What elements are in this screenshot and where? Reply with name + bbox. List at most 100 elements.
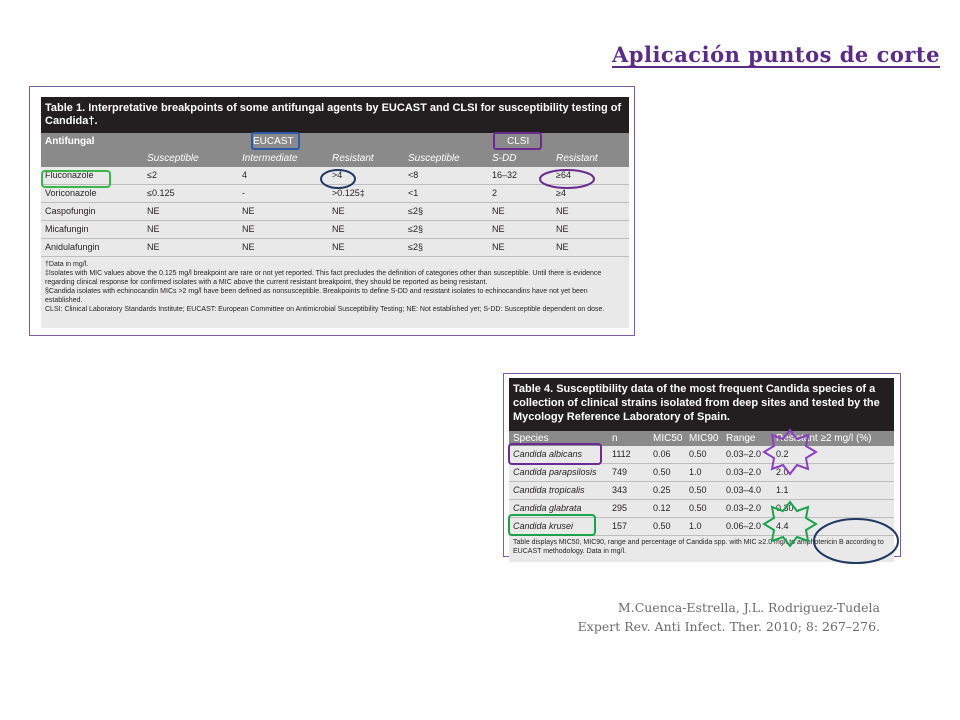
note: §Candida isolates with echinocandin MICs… bbox=[45, 288, 588, 304]
table-row: Voriconazole ≤0.125 - >0.125‡ <1 2 ≥4 bbox=[41, 185, 629, 203]
table4-header: Species n MIC50 MIC90 Range Resistant ≥2… bbox=[509, 431, 894, 446]
cell-n: 1112 bbox=[612, 449, 631, 459]
cell-eucast-susceptible: ≤2 bbox=[147, 170, 157, 180]
cell-antifungal: Fluconazole bbox=[45, 170, 94, 180]
cell-range: 0.03–4.0 bbox=[726, 485, 762, 495]
sub-clsi-r: Resistant bbox=[556, 153, 598, 164]
cell-clsi-susceptible: ≤2§ bbox=[408, 242, 423, 252]
hdr-resistant: Resistant ≥2 mg/l (%) bbox=[776, 433, 872, 444]
cell-eucast-resistant: NE bbox=[332, 224, 345, 234]
table-row: Candida glabrata 295 0.12 0.50 0.03–2.0 0.30 bbox=[509, 500, 894, 518]
cell-clsi-sdd: 2 bbox=[492, 188, 498, 198]
table1-notes: †Data in mg/l. ‡Isolates with MIC values… bbox=[41, 257, 629, 328]
sub-clsi-sdd: S-DD bbox=[492, 153, 517, 164]
table1: Table 1. Interpretative breakpoints of s… bbox=[41, 97, 629, 328]
cell-eucast-intermediate: NE bbox=[242, 224, 255, 234]
table-row: Anidulafungin NE NE NE ≤2§ NE NE bbox=[41, 239, 629, 257]
cell-resistant: 0.30 bbox=[776, 503, 794, 513]
cell-n: 157 bbox=[612, 521, 628, 531]
group-eucast: EUCAST bbox=[253, 136, 294, 147]
cell-range: 0.03–2.0 bbox=[726, 467, 762, 477]
cell-mic50: 0.12 bbox=[653, 503, 671, 513]
cell-mic90: 0.50 bbox=[689, 449, 707, 459]
cell-mic50: 0.50 bbox=[653, 467, 671, 477]
slide-title: Aplicación puntos de corte bbox=[611, 42, 940, 67]
cell-clsi-sdd: NE bbox=[492, 206, 505, 216]
cell-eucast-susceptible: NE bbox=[147, 242, 160, 252]
cell-mic50: 0.25 bbox=[653, 485, 671, 495]
cell-mic90: 1.0 bbox=[689, 467, 702, 477]
table1-subheader: Susceptible Intermediate Resistant Susce… bbox=[41, 150, 629, 167]
cell-clsi-resistant: ≥4 bbox=[556, 188, 566, 198]
cell-n: 295 bbox=[612, 503, 628, 513]
cell-eucast-susceptible: NE bbox=[147, 224, 160, 234]
citation-authors: M.Cuenca-Estrella, J.L. Rodriguez-Tudela bbox=[617, 600, 880, 615]
cell-resistant: 1.1 bbox=[776, 485, 789, 495]
cell-eucast-resistant: >4 bbox=[332, 170, 343, 180]
cell-range: 0.06–2.0 bbox=[726, 521, 762, 531]
cell-clsi-sdd: 16–32 bbox=[492, 170, 518, 180]
cell-eucast-intermediate: NE bbox=[242, 242, 255, 252]
cell-species: Candida glabrata bbox=[513, 503, 582, 513]
cell-resistant: 2.0 bbox=[776, 467, 789, 477]
cell-clsi-resistant: ≥64 bbox=[556, 170, 571, 180]
cell-n: 343 bbox=[612, 485, 628, 495]
cell-eucast-resistant: NE bbox=[332, 242, 345, 252]
cell-resistant: 0.2 bbox=[776, 449, 789, 459]
table-row: Candida albicans 1112 0.06 0.50 0.03–2.0 0.2 bbox=[509, 446, 894, 464]
cell-antifungal: Voriconazole bbox=[45, 188, 97, 198]
cell-mic90: 0.50 bbox=[689, 503, 707, 513]
table-row: Candida tropicalis 343 0.25 0.50 0.03–4.0 1.1 bbox=[509, 482, 894, 500]
hdr-mic90: MIC90 bbox=[689, 433, 719, 444]
sub-eucast-r: Resistant bbox=[332, 153, 374, 164]
cell-eucast-intermediate: NE bbox=[242, 206, 255, 216]
table4-title: Table 4. Susceptibility data of the most… bbox=[509, 378, 894, 431]
group-clsi: CLSI bbox=[507, 136, 530, 147]
cell-clsi-resistant: NE bbox=[556, 224, 569, 234]
cell-eucast-susceptible: NE bbox=[147, 206, 160, 216]
table-row: Fluconazole ≤2 4 >4 <8 16–32 ≥64 bbox=[41, 167, 629, 185]
cell-range: 0.03–2.0 bbox=[726, 503, 762, 513]
table4: Table 4. Susceptibility data of the most… bbox=[509, 378, 894, 562]
cell-species: Candida parapsilosis bbox=[513, 467, 597, 477]
note: ‡Isolates with MIC values above the 0.12… bbox=[45, 270, 602, 286]
cell-species: Candida tropicalis bbox=[513, 485, 585, 495]
cell-antifungal: Micafungin bbox=[45, 224, 89, 234]
cell-eucast-resistant: >0.125‡ bbox=[332, 188, 365, 198]
cell-n: 749 bbox=[612, 467, 628, 477]
cell-clsi-susceptible: ≤2§ bbox=[408, 206, 423, 216]
cell-clsi-sdd: NE bbox=[492, 242, 505, 252]
cell-clsi-susceptible: <1 bbox=[408, 188, 419, 198]
table1-title: Table 1. Interpretative breakpoints of s… bbox=[41, 97, 629, 133]
table-row: Micafungin NE NE NE ≤2§ NE NE bbox=[41, 221, 629, 239]
cell-antifungal: Caspofungin bbox=[45, 206, 96, 216]
hdr-species: Species bbox=[513, 433, 549, 444]
table-row: Candida parapsilosis 749 0.50 1.0 0.03–2.0 2.… bbox=[509, 464, 894, 482]
hdr-range: Range bbox=[726, 433, 756, 444]
cell-antifungal: Anidulafungin bbox=[45, 242, 100, 252]
cell-species: Candida krusei bbox=[513, 521, 574, 531]
citation: M.Cuenca-Estrella, J.L. Rodriguez-Tudela… bbox=[500, 598, 880, 636]
sub-clsi-s: Susceptible bbox=[408, 153, 460, 164]
sub-eucast-s: Susceptible bbox=[147, 153, 199, 164]
hdr-n: n bbox=[612, 433, 618, 444]
cell-clsi-resistant: NE bbox=[556, 206, 569, 216]
table4-notes: Table displays MIC50, MIC90, range and p… bbox=[513, 539, 884, 555]
hdr-mic50: MIC50 bbox=[653, 433, 683, 444]
note: CLSI: Clinical Laboratory Standards Inst… bbox=[45, 306, 605, 313]
cell-clsi-sdd: NE bbox=[492, 224, 505, 234]
cell-resistant: 4.4 bbox=[776, 521, 789, 531]
cell-mic50: 0.50 bbox=[653, 521, 671, 531]
table1-group-header: Antifungal EUCAST CLSI bbox=[41, 133, 629, 150]
cell-mic90: 0.50 bbox=[689, 485, 707, 495]
sub-eucast-i: Intermediate bbox=[242, 153, 298, 164]
cell-mic90: 1.0 bbox=[689, 521, 702, 531]
cell-clsi-susceptible: ≤2§ bbox=[408, 224, 423, 234]
cell-species: Candida albicans bbox=[513, 449, 583, 459]
cell-clsi-susceptible: <8 bbox=[408, 170, 419, 180]
cell-eucast-susceptible: ≤0.125 bbox=[147, 188, 175, 198]
table-row: Caspofungin NE NE NE ≤2§ NE NE bbox=[41, 203, 629, 221]
cell-range: 0.03–2.0 bbox=[726, 449, 762, 459]
cell-eucast-intermediate: 4 bbox=[242, 170, 248, 180]
col-antifungal: Antifungal bbox=[45, 136, 95, 147]
